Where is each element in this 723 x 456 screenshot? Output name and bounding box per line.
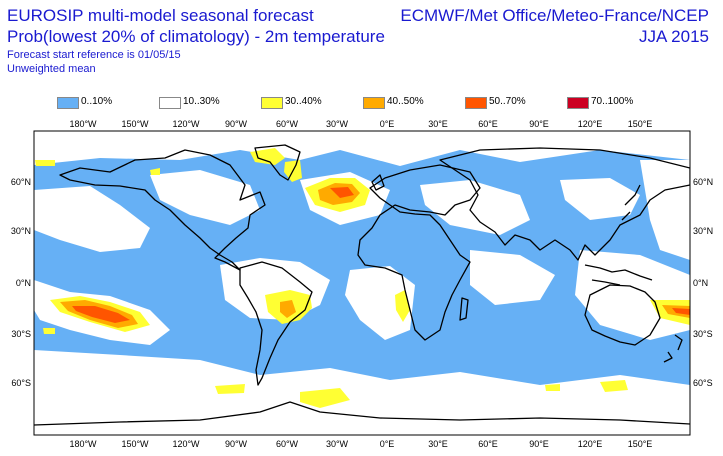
lat-label: 60°N — [693, 177, 713, 187]
producing-centres-label: ECMWF/Met Office/Meteo-France/NCEP — [400, 6, 709, 25]
madagascar-coast — [459, 297, 469, 321]
lat-labels-right: 60°N 30°N 0°N 30°S 60°S — [693, 177, 713, 388]
lon-label: 90°E — [529, 439, 549, 449]
lon-label: 60°W — [276, 119, 299, 129]
lon-labels-top: 180°W 150°W 120°W 90°W 60°W 30°W 0°E 30°… — [69, 119, 652, 129]
lat-label: 30°N — [11, 226, 31, 236]
uk-coast — [371, 174, 385, 191]
lat-label: 0°N — [693, 278, 708, 288]
lon-label: 120°E — [578, 439, 603, 449]
lat-label: 60°S — [693, 378, 713, 388]
lon-label: 0°E — [380, 439, 395, 449]
lon-label: 90°W — [225, 119, 248, 129]
lon-label: 150°E — [628, 119, 653, 129]
lon-label: 120°E — [578, 119, 603, 129]
greenland-coast — [254, 144, 301, 181]
legend-label: 40..50% — [387, 96, 424, 107]
lon-label: 30°W — [326, 439, 349, 449]
lat-label: 60°S — [11, 378, 31, 388]
legend-label: 0..10% — [81, 96, 113, 107]
coastlines — [34, 144, 690, 426]
legend-swatch — [567, 97, 589, 109]
lat-label: 30°S — [11, 329, 31, 339]
north-america-coast — [59, 149, 266, 271]
season-label: JJA 2015 — [639, 27, 709, 46]
lat-label: 60°N — [11, 177, 31, 187]
lon-label: 30°W — [326, 119, 349, 129]
legend-label: 70..100% — [591, 96, 634, 107]
lon-label: 180°W — [69, 439, 97, 449]
legend-label: 50..70% — [489, 96, 526, 107]
new-zealand-coast — [663, 334, 683, 363]
lon-label: 150°E — [628, 439, 653, 449]
lon-label: 180°W — [69, 119, 97, 129]
lon-label: 150°W — [121, 439, 149, 449]
legend-swatch — [465, 97, 487, 109]
legend-swatch — [159, 97, 181, 109]
europe-africa-coast — [357, 164, 481, 341]
map-frame — [33, 130, 691, 436]
lat-label: 30°N — [693, 226, 713, 236]
lon-label: 0°E — [380, 119, 395, 129]
mean-type-label: Unweighted mean — [7, 63, 96, 75]
australia-coast — [584, 284, 661, 346]
south-america-coast — [239, 261, 313, 386]
lon-label: 90°E — [529, 119, 549, 129]
asia-coast — [439, 147, 690, 261]
lon-label: 60°W — [276, 439, 299, 449]
antarctica-coast — [34, 401, 690, 426]
lon-label: 60°E — [478, 439, 498, 449]
lon-labels-bottom: 180°W 150°W 120°W 90°W 60°W 30°W 0°E 30°… — [69, 439, 652, 449]
forecast-start-reference: Forecast start reference is 01/05/15 — [7, 49, 181, 61]
japan-coast — [621, 184, 641, 221]
indonesia-coast — [584, 264, 653, 286]
legend-label: 10..30% — [183, 96, 220, 107]
legend-label: 30..40% — [285, 96, 322, 107]
lon-label: 120°W — [172, 439, 200, 449]
legend-swatch — [363, 97, 385, 109]
field-50-70 — [72, 187, 690, 323]
map-variable-title: Prob(lowest 20% of climatology) - 2m tem… — [7, 27, 385, 46]
legend-swatch — [261, 97, 283, 109]
lon-label: 30°E — [428, 439, 448, 449]
lat-label: 30°S — [693, 329, 713, 339]
lat-labels-left: 60°N 30°N 0°N 30°S 60°S — [11, 177, 31, 388]
legend-swatch — [57, 97, 79, 109]
map-title: EUROSIP multi-model seasonal forecast — [7, 6, 314, 25]
lon-label: 60°E — [478, 119, 498, 129]
lat-label: 0°N — [16, 278, 31, 288]
lon-label: 120°W — [172, 119, 200, 129]
lon-label: 150°W — [121, 119, 149, 129]
lon-label: 90°W — [225, 439, 248, 449]
probability-field — [34, 131, 690, 435]
lon-label: 30°E — [428, 119, 448, 129]
